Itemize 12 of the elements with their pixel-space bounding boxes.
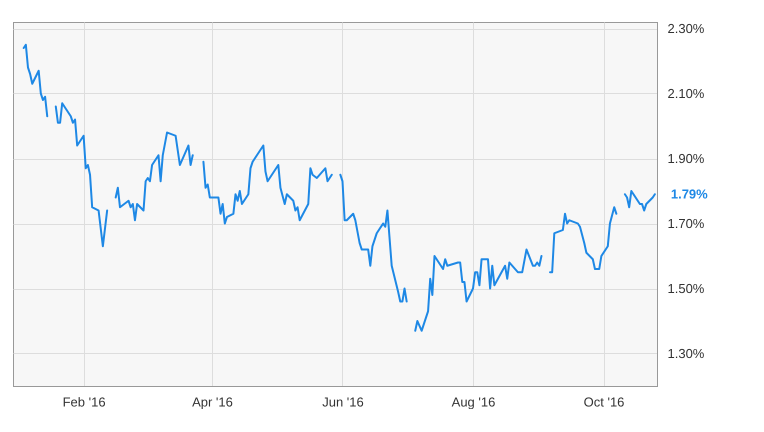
y-tick-label: 1.70% <box>668 216 705 231</box>
annotation: 1.79% <box>670 186 708 202</box>
x-tick-label: Apr '16 <box>192 394 233 410</box>
y-tick-label: 1.50% <box>668 281 705 296</box>
y-tick-label: 1.30% <box>668 346 705 361</box>
x-tick-label: Aug '16 <box>452 394 496 410</box>
x-tick-label: Oct '16 <box>584 394 624 410</box>
x-tick-label: Feb '16 <box>62 394 106 410</box>
x-tick-label: Jun '16 <box>322 394 364 410</box>
y-tick-label: 1.90% <box>668 151 705 166</box>
y-tick-label: 2.10% <box>668 86 705 101</box>
y-tick-label: 2.30% <box>668 21 705 36</box>
